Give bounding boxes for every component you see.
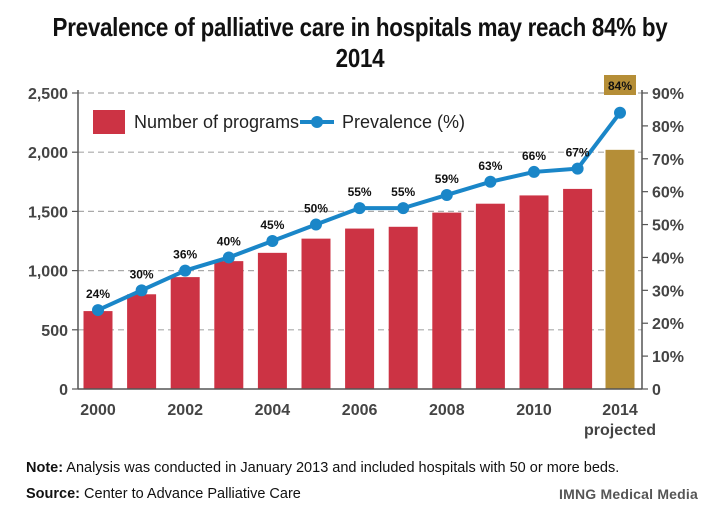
- x-tick-label: 2002: [167, 402, 203, 419]
- x-tick-label: 2000: [80, 402, 116, 419]
- y-right-tick-label: 30%: [652, 283, 684, 300]
- point-2003: [222, 251, 235, 264]
- source-text: Center to Advance Palliative Care: [80, 486, 301, 502]
- y-right-tick-label: 80%: [652, 119, 684, 136]
- legend-label-programs: Number of programs: [134, 112, 299, 132]
- y-left-tick-label: 1,000: [28, 264, 68, 281]
- data-label-2014: 84%: [608, 79, 632, 93]
- y-left-tick-label: 500: [41, 323, 68, 340]
- point-2000: [92, 304, 104, 317]
- data-label-2009: 63%: [478, 159, 502, 173]
- bar-2000: [83, 311, 113, 389]
- data-label-2010: 66%: [522, 149, 546, 163]
- y-right-tick-label: 70%: [652, 152, 684, 169]
- data-label-2000: 24%: [86, 287, 110, 301]
- y-left-tick-label: 0: [59, 382, 68, 399]
- y-left-tick-label: 2,000: [28, 145, 68, 162]
- y-right-tick-label: 20%: [652, 316, 684, 333]
- data-label-2005: 50%: [304, 202, 328, 216]
- y-right-tick-label: 0: [652, 382, 661, 399]
- source: Source: Center to Advance Palliative Car…: [26, 486, 301, 502]
- data-label-2007: 55%: [391, 185, 415, 199]
- note: Note: Analysis was conducted in January …: [26, 460, 619, 476]
- point-2002: [179, 264, 192, 277]
- legend-bar-swatch: [93, 110, 125, 134]
- bar-2011: [563, 188, 593, 389]
- point-2006: [353, 202, 366, 215]
- bar-2006: [345, 228, 375, 389]
- chart-title: Prevalence of palliative care in hospita…: [52, 12, 668, 73]
- prevalence-line: [92, 106, 626, 317]
- point-2004: [266, 235, 279, 247]
- y-right-tick-label: 60%: [652, 185, 684, 202]
- data-label-2002: 36%: [173, 248, 197, 262]
- data-label-2003: 40%: [217, 234, 241, 248]
- x-tick-label: 2014: [602, 402, 638, 419]
- x-tick-label: 2006: [342, 402, 378, 419]
- note-text: Analysis was conducted in January 2013 a…: [63, 460, 620, 476]
- data-label-2004: 45%: [260, 218, 284, 232]
- data-label-2008: 59%: [435, 172, 459, 186]
- bar-2007: [388, 226, 418, 389]
- data-labels: 24% 30% 36% 40% 45% 50% 55% 55% 59% 63% 66% 67% 84%: [86, 75, 636, 301]
- bar-2002: [170, 277, 200, 389]
- x-tick-label: 2008: [429, 402, 465, 419]
- point-2008: [440, 188, 453, 201]
- bar-2010: [519, 195, 549, 389]
- point-2009: [484, 175, 497, 188]
- y-right-tick-label: 90%: [652, 86, 684, 103]
- bar-2005: [301, 238, 331, 389]
- note-label: Note:: [26, 460, 64, 476]
- data-label-2006: 55%: [348, 185, 372, 199]
- projected-label-box: [604, 75, 636, 95]
- bar-2004: [257, 252, 287, 389]
- x-tick-label: 2010: [516, 402, 552, 419]
- axes: 0 500 1,000 1,500 2,000 2,500 0 10% 20% 30% 40% 50%…: [28, 86, 684, 439]
- y-left-tick-label: 2,500: [28, 86, 68, 103]
- legend-label-prevalence: Prevalence (%): [342, 112, 465, 132]
- y-right-tick-label: 50%: [652, 218, 684, 235]
- point-2014: [614, 106, 626, 119]
- bars: [83, 149, 635, 389]
- bar-2003: [214, 261, 244, 389]
- point-2010: [528, 165, 540, 178]
- x-tick-sublabel: projected: [584, 422, 656, 439]
- source-label: Source:: [26, 486, 80, 502]
- bar-2009: [475, 203, 505, 389]
- point-2005: [310, 218, 322, 231]
- y-right-tick-label: 40%: [652, 250, 684, 267]
- point-2007: [397, 202, 410, 215]
- data-label-2001: 30%: [130, 267, 154, 281]
- bar-2014: [605, 149, 635, 389]
- bar-2001: [127, 294, 157, 389]
- bar-2008: [432, 212, 462, 389]
- data-label-2011: 67%: [566, 146, 590, 160]
- legend: Number of programs Prevalence (%): [93, 110, 465, 134]
- point-2011: [571, 162, 584, 175]
- y-right-tick-label: 10%: [652, 349, 684, 366]
- x-tick-label: 2004: [255, 402, 291, 419]
- legend-line-marker: [311, 116, 323, 128]
- credit: IMNG Medical Media: [559, 486, 698, 502]
- y-left-tick-label: 1,500: [28, 204, 68, 221]
- point-2001: [135, 284, 148, 297]
